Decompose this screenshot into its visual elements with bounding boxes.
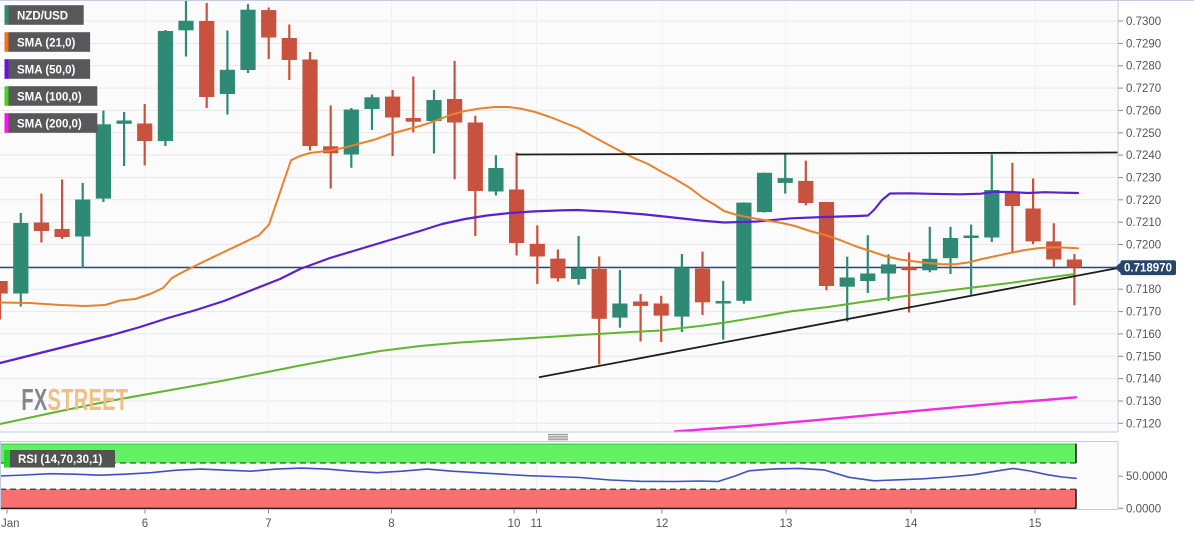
svg-text:0.7300: 0.7300 [1126,16,1161,28]
svg-text:RSI (14,70,30,1): RSI (14,70,30,1) [18,454,103,466]
svg-text:0.7220: 0.7220 [1126,195,1161,207]
svg-text:0.7170: 0.7170 [1126,307,1161,319]
svg-text:SMA (200,0): SMA (200,0) [17,118,82,130]
svg-text:0.0000: 0.0000 [1126,503,1161,515]
svg-text:50.0000: 50.0000 [1126,471,1168,483]
svg-text:13: 13 [780,518,793,530]
svg-text:0.7120: 0.7120 [1126,418,1161,430]
svg-text:0.7290: 0.7290 [1126,38,1161,50]
svg-text:SMA (21,0): SMA (21,0) [17,37,76,49]
svg-text:0.7210: 0.7210 [1126,217,1161,229]
svg-text:0.7140: 0.7140 [1126,374,1161,386]
svg-text:14: 14 [905,518,918,530]
svg-text:8: 8 [388,518,394,530]
svg-text:0.7260: 0.7260 [1126,105,1161,117]
svg-text:SMA (100,0): SMA (100,0) [17,91,82,103]
svg-text:0.7270: 0.7270 [1126,83,1161,95]
svg-text:10: 10 [508,518,521,530]
svg-text:Jan: Jan [1,518,20,530]
svg-text:NZD/USD: NZD/USD [17,10,68,22]
svg-text:0.7160: 0.7160 [1126,329,1161,341]
svg-text:0.7230: 0.7230 [1126,173,1161,185]
svg-text:SMA (50,0): SMA (50,0) [17,64,76,76]
svg-text:15: 15 [1029,518,1042,530]
svg-text:0.7240: 0.7240 [1126,150,1161,162]
svg-text:0.7280: 0.7280 [1126,61,1161,73]
svg-text:6: 6 [142,518,148,530]
svg-text:0.7130: 0.7130 [1126,396,1161,408]
svg-text:12: 12 [656,518,669,530]
svg-text:0.718970: 0.718970 [1124,263,1172,275]
svg-text:11: 11 [531,518,543,530]
svg-text:0.7200: 0.7200 [1126,240,1161,252]
svg-text:0.7180: 0.7180 [1126,284,1161,296]
svg-text:0.7150: 0.7150 [1126,351,1161,363]
svg-text:0.7250: 0.7250 [1126,128,1161,140]
svg-text:FXSTREET: FXSTREET [21,384,128,417]
svg-text:7: 7 [265,518,271,530]
